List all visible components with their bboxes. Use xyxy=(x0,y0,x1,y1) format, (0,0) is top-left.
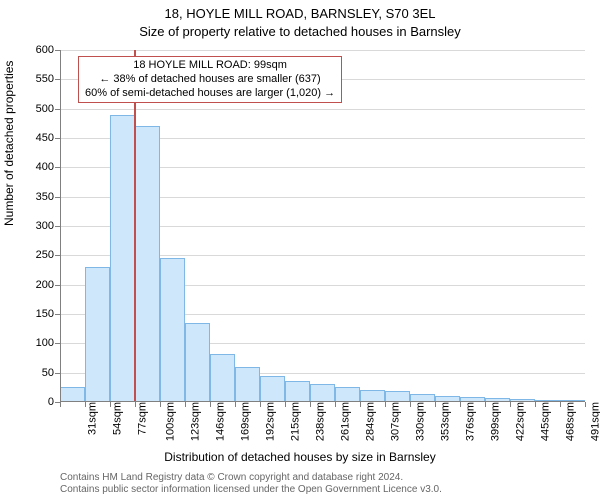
x-tick-label: 215sqm xyxy=(283,402,301,441)
x-tick xyxy=(385,402,386,407)
x-tick xyxy=(560,402,561,407)
x-tick-label: 54sqm xyxy=(105,402,123,435)
x-tick-label: 146sqm xyxy=(208,402,226,441)
y-tick-label: 400 xyxy=(36,161,60,173)
x-tick-label: 491sqm xyxy=(583,402,600,441)
x-tick-label: 376sqm xyxy=(458,402,476,441)
x-tick xyxy=(210,402,211,407)
page-title-line2: Size of property relative to detached ho… xyxy=(0,22,600,40)
y-axis-line xyxy=(60,50,61,402)
histogram-bar xyxy=(85,267,110,402)
x-tick xyxy=(410,402,411,407)
y-tick-label: 100 xyxy=(36,337,60,349)
y-tick-label: 200 xyxy=(36,279,60,291)
x-axis-line xyxy=(60,401,585,402)
y-tick-label: 600 xyxy=(36,44,60,56)
y-tick-label: 550 xyxy=(36,73,60,85)
y-axis-title: Number of detached properties xyxy=(2,61,16,226)
x-tick xyxy=(360,402,361,407)
y-tick-label: 500 xyxy=(36,103,60,115)
histogram-bar xyxy=(235,367,260,402)
x-tick xyxy=(160,402,161,407)
page-title-line1: 18, HOYLE MILL ROAD, BARNSLEY, S70 3EL xyxy=(0,0,600,22)
y-tick-label: 50 xyxy=(42,367,60,379)
x-tick xyxy=(335,402,336,407)
x-tick xyxy=(235,402,236,407)
x-tick-label: 100sqm xyxy=(158,402,176,441)
gridline xyxy=(60,50,585,51)
histogram-bar xyxy=(285,381,310,402)
x-tick xyxy=(485,402,486,407)
attribution-text: Contains HM Land Registry data © Crown c… xyxy=(60,472,586,496)
x-tick-label: 353sqm xyxy=(433,402,451,441)
chart-area: 05010015020025030035040045050055060031sq… xyxy=(60,50,585,402)
callout-box: 18 HOYLE MILL ROAD: 99sqm← 38% of detach… xyxy=(78,56,342,103)
histogram-bar xyxy=(135,126,160,402)
x-tick-label: 445sqm xyxy=(533,402,551,441)
x-axis-title: Distribution of detached houses by size … xyxy=(0,450,600,464)
y-tick-label: 450 xyxy=(36,132,60,144)
x-tick xyxy=(310,402,311,407)
x-tick xyxy=(435,402,436,407)
x-tick xyxy=(285,402,286,407)
callout-line: ← 38% of detached houses are smaller (63… xyxy=(85,73,335,87)
y-tick-label: 250 xyxy=(36,249,60,261)
histogram-bar xyxy=(210,354,235,402)
y-tick-label: 350 xyxy=(36,191,60,203)
callout-line: 18 HOYLE MILL ROAD: 99sqm xyxy=(85,59,335,73)
x-tick-label: 169sqm xyxy=(233,402,251,441)
x-tick-label: 192sqm xyxy=(258,402,276,441)
histogram-bar xyxy=(160,258,185,402)
histogram-bar xyxy=(60,387,85,402)
x-tick-label: 261sqm xyxy=(333,402,351,441)
x-tick xyxy=(85,402,86,407)
x-tick-label: 238sqm xyxy=(308,402,326,441)
callout-line: 60% of semi-detached houses are larger (… xyxy=(85,87,335,101)
histogram-bar xyxy=(110,115,135,402)
x-tick xyxy=(110,402,111,407)
gridline xyxy=(60,109,585,110)
x-tick-label: 468sqm xyxy=(558,402,576,441)
x-tick-label: 330sqm xyxy=(408,402,426,441)
y-tick-label: 150 xyxy=(36,308,60,320)
y-tick-label: 300 xyxy=(36,220,60,232)
histogram-bar xyxy=(335,387,360,402)
x-tick xyxy=(460,402,461,407)
histogram-bar xyxy=(185,323,210,402)
x-tick xyxy=(510,402,511,407)
y-tick-label: 0 xyxy=(48,396,60,408)
histogram-bar xyxy=(310,384,335,402)
x-tick-label: 422sqm xyxy=(508,402,526,441)
x-tick-label: 399sqm xyxy=(483,402,501,441)
x-tick-label: 123sqm xyxy=(183,402,201,441)
x-tick xyxy=(185,402,186,407)
x-tick xyxy=(585,402,586,407)
x-tick xyxy=(535,402,536,407)
x-tick-label: 307sqm xyxy=(383,402,401,441)
x-tick xyxy=(60,402,61,407)
x-tick xyxy=(135,402,136,407)
x-tick-label: 284sqm xyxy=(358,402,376,441)
histogram-bar xyxy=(260,376,285,402)
x-tick-label: 31sqm xyxy=(80,402,98,435)
x-tick-label: 77sqm xyxy=(130,402,148,435)
x-tick xyxy=(260,402,261,407)
